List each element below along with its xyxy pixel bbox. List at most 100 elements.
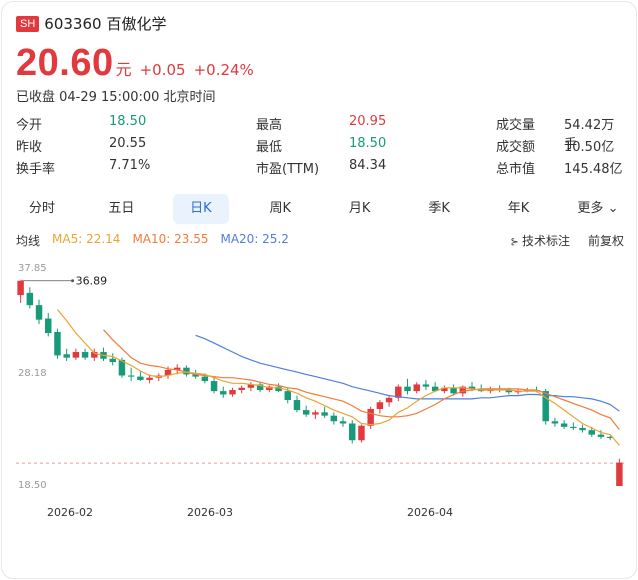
candle-body bbox=[35, 305, 43, 320]
stat-value: 18.50 bbox=[109, 114, 147, 129]
candle-body bbox=[468, 386, 476, 389]
candle-body bbox=[459, 386, 467, 394]
stat-label: 市盈(TTM) bbox=[256, 162, 320, 177]
candle-body bbox=[312, 412, 319, 415]
candle-body bbox=[247, 384, 255, 388]
ma-legend: 均线 MA5: 22.14 MA10: 23.55 MA20: 25.2 bbox=[16, 232, 289, 249]
candle-body bbox=[54, 331, 61, 356]
ma20-value: MA20: 25.2 bbox=[220, 232, 289, 246]
candle-body bbox=[450, 387, 457, 394]
annotation-icon: ⊱ bbox=[510, 237, 522, 248]
candle-body bbox=[91, 352, 98, 358]
stat-label: 昨收 bbox=[16, 140, 43, 155]
stat-value: 18.50 bbox=[349, 136, 387, 151]
tab-1[interactable]: 五日 bbox=[108, 201, 135, 216]
ma5-line bbox=[57, 309, 620, 446]
candle-body bbox=[17, 280, 24, 296]
y-label-bottom: 18.50 bbox=[18, 480, 47, 491]
ma10-value: MA10: 23.55 bbox=[132, 232, 209, 246]
candle-body bbox=[146, 377, 153, 380]
stats-grid: 今开 18.50 最高 20.95 成交量 54.42万手 昨收 20.55 最低 18.50 成交… bbox=[16, 114, 626, 180]
candle-body bbox=[422, 384, 430, 387]
market-badge: SH bbox=[16, 15, 40, 32]
candle-body bbox=[588, 430, 595, 435]
candle-body bbox=[275, 386, 282, 392]
candle-body bbox=[109, 358, 116, 363]
stock-code: 603360 bbox=[44, 14, 102, 33]
candle-body bbox=[606, 436, 614, 438]
stat-value: 20.55 bbox=[109, 136, 147, 151]
candle-body bbox=[385, 397, 393, 403]
candle-body bbox=[81, 352, 89, 358]
candle-body bbox=[238, 387, 245, 390]
period-tabs: 分时 五日 日K 周K 月K 季K 年K 更多 ⌄ bbox=[14, 194, 626, 224]
candle-body bbox=[358, 425, 365, 441]
stats-row: 换手率 7.71% 市盈(TTM) 84.34 总市值 145.48亿 bbox=[16, 158, 626, 180]
candle-body bbox=[560, 423, 568, 427]
candle-body bbox=[616, 462, 623, 486]
tab-more-label: 更多 bbox=[577, 201, 604, 216]
current-price: 20.60 bbox=[16, 42, 114, 84]
stat-value: 10.50亿 bbox=[564, 140, 615, 155]
stock-name: 百傲化学 bbox=[106, 15, 167, 33]
candle-body bbox=[570, 426, 577, 428]
candle-body bbox=[542, 391, 549, 422]
adjust-button[interactable]: 前复权 bbox=[587, 234, 624, 248]
technical-annotation-label: 技术标注 bbox=[521, 234, 570, 248]
candle-body bbox=[192, 374, 199, 377]
tab-3[interactable]: 周K bbox=[269, 201, 292, 216]
candle-body bbox=[173, 367, 181, 370]
candle-body bbox=[404, 386, 411, 392]
stat-label: 换手率 bbox=[16, 162, 56, 177]
tab-7[interactable]: 更多 ⌄ bbox=[570, 194, 626, 224]
x-label-mar: 2026-03 bbox=[187, 506, 233, 519]
max-marker-dot bbox=[71, 279, 75, 283]
candle-body bbox=[395, 386, 402, 398]
tab-0[interactable]: 分时 bbox=[28, 201, 55, 216]
candle-body bbox=[26, 292, 34, 306]
stats-row: 今开 18.50 最高 20.95 成交量 54.42万手 bbox=[16, 114, 626, 152]
candle-body bbox=[293, 400, 301, 411]
price-change-pct: +0.24% bbox=[193, 61, 254, 79]
stat-label: 成交额 bbox=[496, 140, 536, 155]
chart-tools: ⊱ 技术标注 前复权 bbox=[510, 232, 624, 249]
candle-body bbox=[330, 415, 338, 422]
ma10-line bbox=[103, 329, 620, 430]
market-status: 已收盘 04-29 15:00:00 北京时间 bbox=[16, 90, 216, 105]
y-label-mid: 28.18 bbox=[18, 368, 47, 379]
tab-5[interactable]: 季K bbox=[428, 201, 450, 216]
candle-body bbox=[551, 421, 559, 424]
candle-body bbox=[183, 367, 190, 375]
ma-title: 均线 bbox=[16, 234, 41, 248]
candle-body bbox=[45, 318, 52, 334]
stat-value: 84.34 bbox=[349, 158, 387, 173]
candle-body bbox=[339, 421, 347, 424]
price-unit: 元 bbox=[115, 60, 132, 79]
stats-row: 昨收 20.55 最低 18.50 成交额 10.50亿 bbox=[16, 136, 626, 158]
candle-body bbox=[376, 402, 384, 409]
candle-body bbox=[367, 408, 374, 426]
candle-body bbox=[284, 391, 291, 401]
stat-value: 54.42万手 bbox=[564, 118, 615, 152]
candle-body bbox=[302, 410, 310, 415]
candle-body bbox=[597, 434, 605, 437]
tab-2[interactable]: 日K bbox=[172, 194, 229, 224]
candle-body bbox=[118, 359, 126, 376]
stat-label: 最低 bbox=[256, 140, 283, 155]
candle-body bbox=[137, 376, 144, 380]
candle-body bbox=[220, 391, 227, 395]
x-label-feb: 2026-02 bbox=[47, 506, 93, 519]
tab-6[interactable]: 年K bbox=[507, 201, 530, 216]
candle-body bbox=[256, 384, 264, 390]
candle-body bbox=[579, 427, 586, 431]
stat-value: 145.48亿 bbox=[564, 162, 623, 177]
stat-value: 7.71% bbox=[109, 158, 151, 173]
candle-body bbox=[127, 375, 135, 377]
price-change: +0.05 bbox=[139, 61, 186, 79]
x-label-apr: 2026-04 bbox=[407, 506, 453, 519]
ma20-line bbox=[195, 334, 620, 412]
tab-4[interactable]: 月K bbox=[348, 201, 371, 216]
technical-annotation-button[interactable]: ⊱ 技术标注 bbox=[510, 232, 570, 249]
kline-chart[interactable]: 36.89 bbox=[2, 258, 636, 503]
